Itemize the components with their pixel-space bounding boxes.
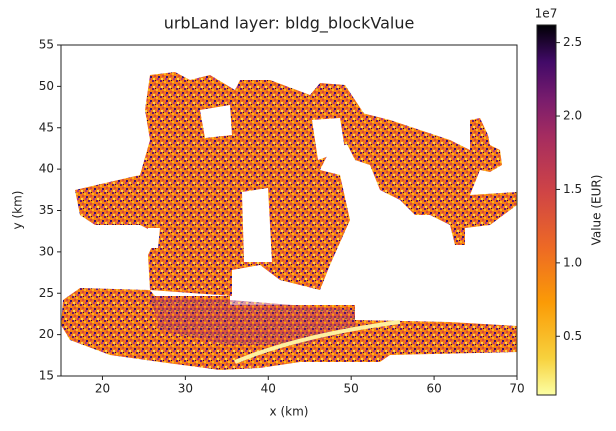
chart-title: urbLand layer: bldg_blockValue xyxy=(164,14,415,34)
y-tick-label: 45 xyxy=(39,120,54,134)
y-axis-label: y (km) xyxy=(11,191,25,230)
x-tick-label: 40 xyxy=(261,382,276,396)
x-tick-label: 30 xyxy=(178,382,193,396)
colorbar-tick-label: 2.0 xyxy=(563,109,582,123)
x-tick-label: 20 xyxy=(95,382,110,396)
x-tick-label: 70 xyxy=(509,382,524,396)
y-tick-label: 20 xyxy=(39,327,54,341)
y-tick-label: 40 xyxy=(39,162,54,176)
colorbar xyxy=(536,24,557,396)
colorbar-tick-label: 2.5 xyxy=(563,35,582,49)
colorbar-tick-label: 0.5 xyxy=(563,329,582,343)
y-tick-label: 15 xyxy=(39,369,54,383)
y-tick-label: 55 xyxy=(39,38,54,52)
colorbar-tick-label: 1.0 xyxy=(563,255,582,269)
colorbar-label: Value (EUR) xyxy=(590,175,604,246)
colorbar-offset: 1e7 xyxy=(535,7,558,21)
y-tick-label: 50 xyxy=(39,79,54,93)
raster xyxy=(61,72,517,370)
y-tick-label: 35 xyxy=(39,203,54,217)
x-tick-label: 60 xyxy=(426,382,441,396)
colorbar-tick-label: 1.5 xyxy=(563,182,582,196)
x-axis-label: x (km) xyxy=(270,405,309,419)
y-tick-label: 30 xyxy=(39,244,54,258)
y-tick-label: 25 xyxy=(39,286,54,300)
x-tick-label: 50 xyxy=(344,382,359,396)
